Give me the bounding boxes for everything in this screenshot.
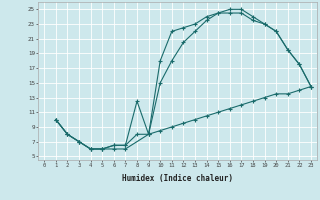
X-axis label: Humidex (Indice chaleur): Humidex (Indice chaleur)	[122, 174, 233, 183]
